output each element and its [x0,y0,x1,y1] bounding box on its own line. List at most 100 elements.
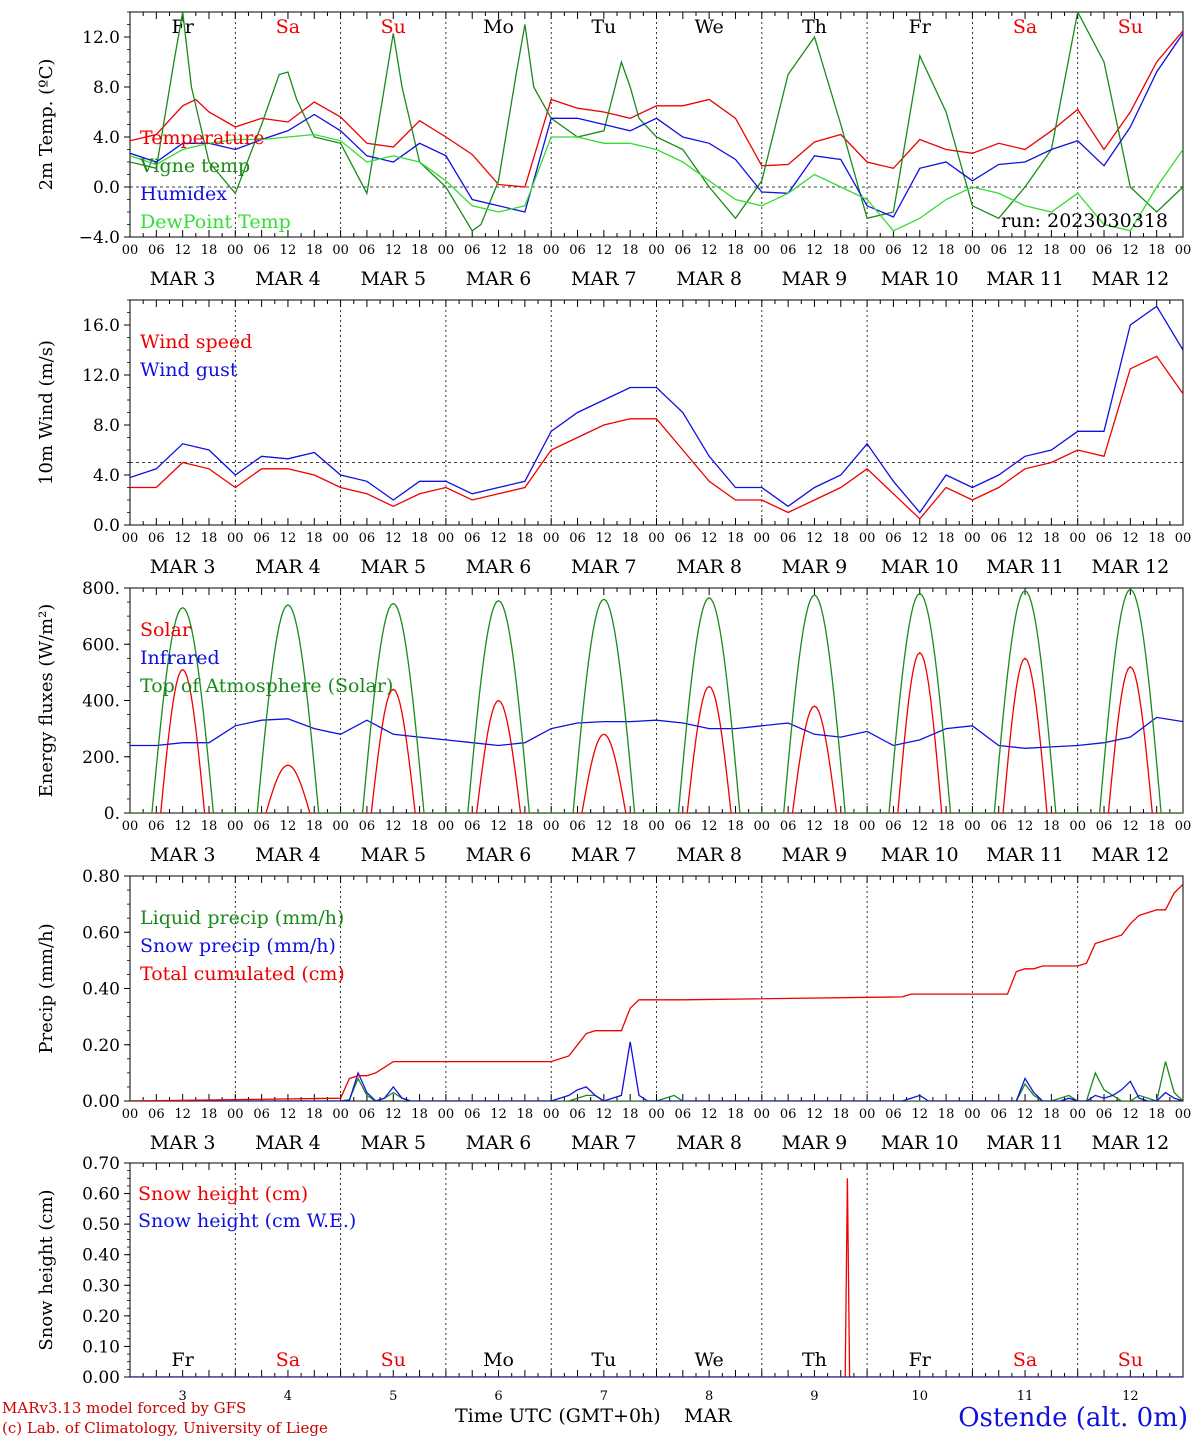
x-hour-label: 12 [911,531,928,546]
x-hour-label: 18 [306,819,323,834]
x-hour-label: 12 [596,243,613,258]
x-hour-label: 00 [332,1107,349,1122]
y-tick-label: 0.60 [82,923,120,943]
weekday-label: We [695,1349,724,1371]
x-date-label: MAR 7 [571,844,637,866]
weekday-label: Su [381,16,406,38]
x-hour-label: 06 [780,243,797,258]
x-hour-label: 06 [885,819,902,834]
y-tick-label: 0.50 [82,1215,120,1235]
x-hour-label: 18 [1148,243,1165,258]
x-hour-label: 18 [1043,243,1060,258]
x-hour-label: 12 [280,243,297,258]
x-date-label: MAR 8 [676,268,742,290]
x-hour-label: 00 [332,243,349,258]
legend-entry: Humidex [140,183,227,205]
x-hour-label: 18 [201,243,218,258]
model-credit: MARv3.13 model forced by GFS [2,1399,247,1417]
series-line-dewpoint-temp [130,133,1183,232]
x-hour-label: 00 [1069,531,1086,546]
x-hour-label: 18 [938,531,955,546]
x-hour-label: 00 [543,531,560,546]
x-hour-label: 06 [148,243,165,258]
legend-entry: DewPoint Temp [140,211,291,233]
x-hour-label: 12 [1017,819,1034,834]
x-hour-label: 12 [1017,1107,1034,1122]
y-tick-label: 0.00 [82,1092,120,1112]
x-hour-label: 00 [438,531,455,546]
x-hour-label: 12 [490,243,507,258]
x-day-number: 8 [705,1389,713,1404]
x-day-number: 12 [1122,1389,1139,1404]
x-hour-label: 00 [122,819,139,834]
weekday-label: Fr [909,1349,932,1371]
y-tick-label: 0.70 [82,1154,120,1174]
x-hour-label: 18 [517,243,534,258]
y-tick-label: 12.0 [82,28,120,48]
x-hour-label: 18 [622,1107,639,1122]
y-tick-label: 8.0 [93,416,120,436]
series-line-temperature [130,30,1183,188]
x-day-number: 5 [389,1389,397,1404]
legend-entry: Wind speed [140,331,252,353]
x-hour-label: 06 [675,531,692,546]
x-hour-label: 06 [780,1107,797,1122]
x-hour-label: 00 [332,819,349,834]
weekday-label: Mo [483,1349,514,1371]
legend-entry: Snow height (cm) [138,1183,308,1205]
x-hour-label: 00 [543,243,560,258]
x-day-number: 4 [284,1389,292,1404]
bottom-axis-label: Time UTC (GMT+0h) [455,1405,661,1427]
x-hour-label: 12 [701,243,718,258]
x-hour-label: 12 [1122,819,1139,834]
legend-entry: Solar [140,619,192,641]
y-tick-label: 0.0 [93,516,120,536]
weekday-label: Th [802,16,827,38]
x-hour-label: 18 [1148,531,1165,546]
lab-credit: (c) Lab. of Climatology, University of L… [2,1419,328,1437]
panel-4: 0.00 0.20 0.40 0.60 0.80 Precip (mm/h) 00 06 12 1… [36,867,1191,1154]
series-line-humidex [130,32,1183,218]
x-date-label: MAR 12 [1091,1132,1169,1154]
x-date-label: MAR 3 [150,268,216,290]
x-hour-label: 18 [833,531,850,546]
x-hour-label: 06 [1096,243,1113,258]
x-hour-label: 00 [859,1107,876,1122]
x-hour-label: 12 [806,531,823,546]
x-hour-label: 00 [122,1107,139,1122]
weekday-label: Fr [172,16,195,38]
x-date-label: MAR 11 [986,556,1064,578]
weekday-label: Su [1118,1349,1143,1371]
x-hour-label: 12 [911,819,928,834]
x-hour-label: 00 [859,531,876,546]
x-hour-label: 06 [569,243,586,258]
series-line-total-cumulated-cm [130,883,1183,1101]
weekday-label: Su [1118,16,1143,38]
weekday-label: Sa [276,16,300,38]
x-hour-label: 00 [859,819,876,834]
x-date-label: MAR 6 [466,1132,532,1154]
x-hour-label: 12 [911,1107,928,1122]
x-hour-label: 00 [648,531,665,546]
x-hour-label: 00 [648,819,665,834]
x-date-label: MAR 9 [782,268,848,290]
x-hour-label: 18 [1148,1107,1165,1122]
x-date-label: MAR 11 [986,268,1064,290]
x-hour-label: 00 [1175,531,1192,546]
x-hour-label: 18 [201,1107,218,1122]
x-hour-label: 00 [1069,1107,1086,1122]
x-hour-label: 06 [885,243,902,258]
y-tick-label: 0.40 [82,1246,120,1266]
x-hour-label: 00 [438,243,455,258]
x-date-label: MAR 8 [676,556,742,578]
x-hour-label: 18 [306,243,323,258]
x-hour-label: 18 [727,1107,744,1122]
y-tick-label: 4.0 [93,466,120,486]
y-axis-label: Energy fluxes (W/m²) [36,604,57,798]
x-hour-label: 06 [885,1107,902,1122]
x-hour-label: 00 [859,243,876,258]
x-hour-label: 00 [648,1107,665,1122]
y-tick-label: 0.20 [82,1307,120,1327]
series-line-snow-precip-mm-h [130,1041,1183,1101]
x-hour-label: 06 [148,531,165,546]
